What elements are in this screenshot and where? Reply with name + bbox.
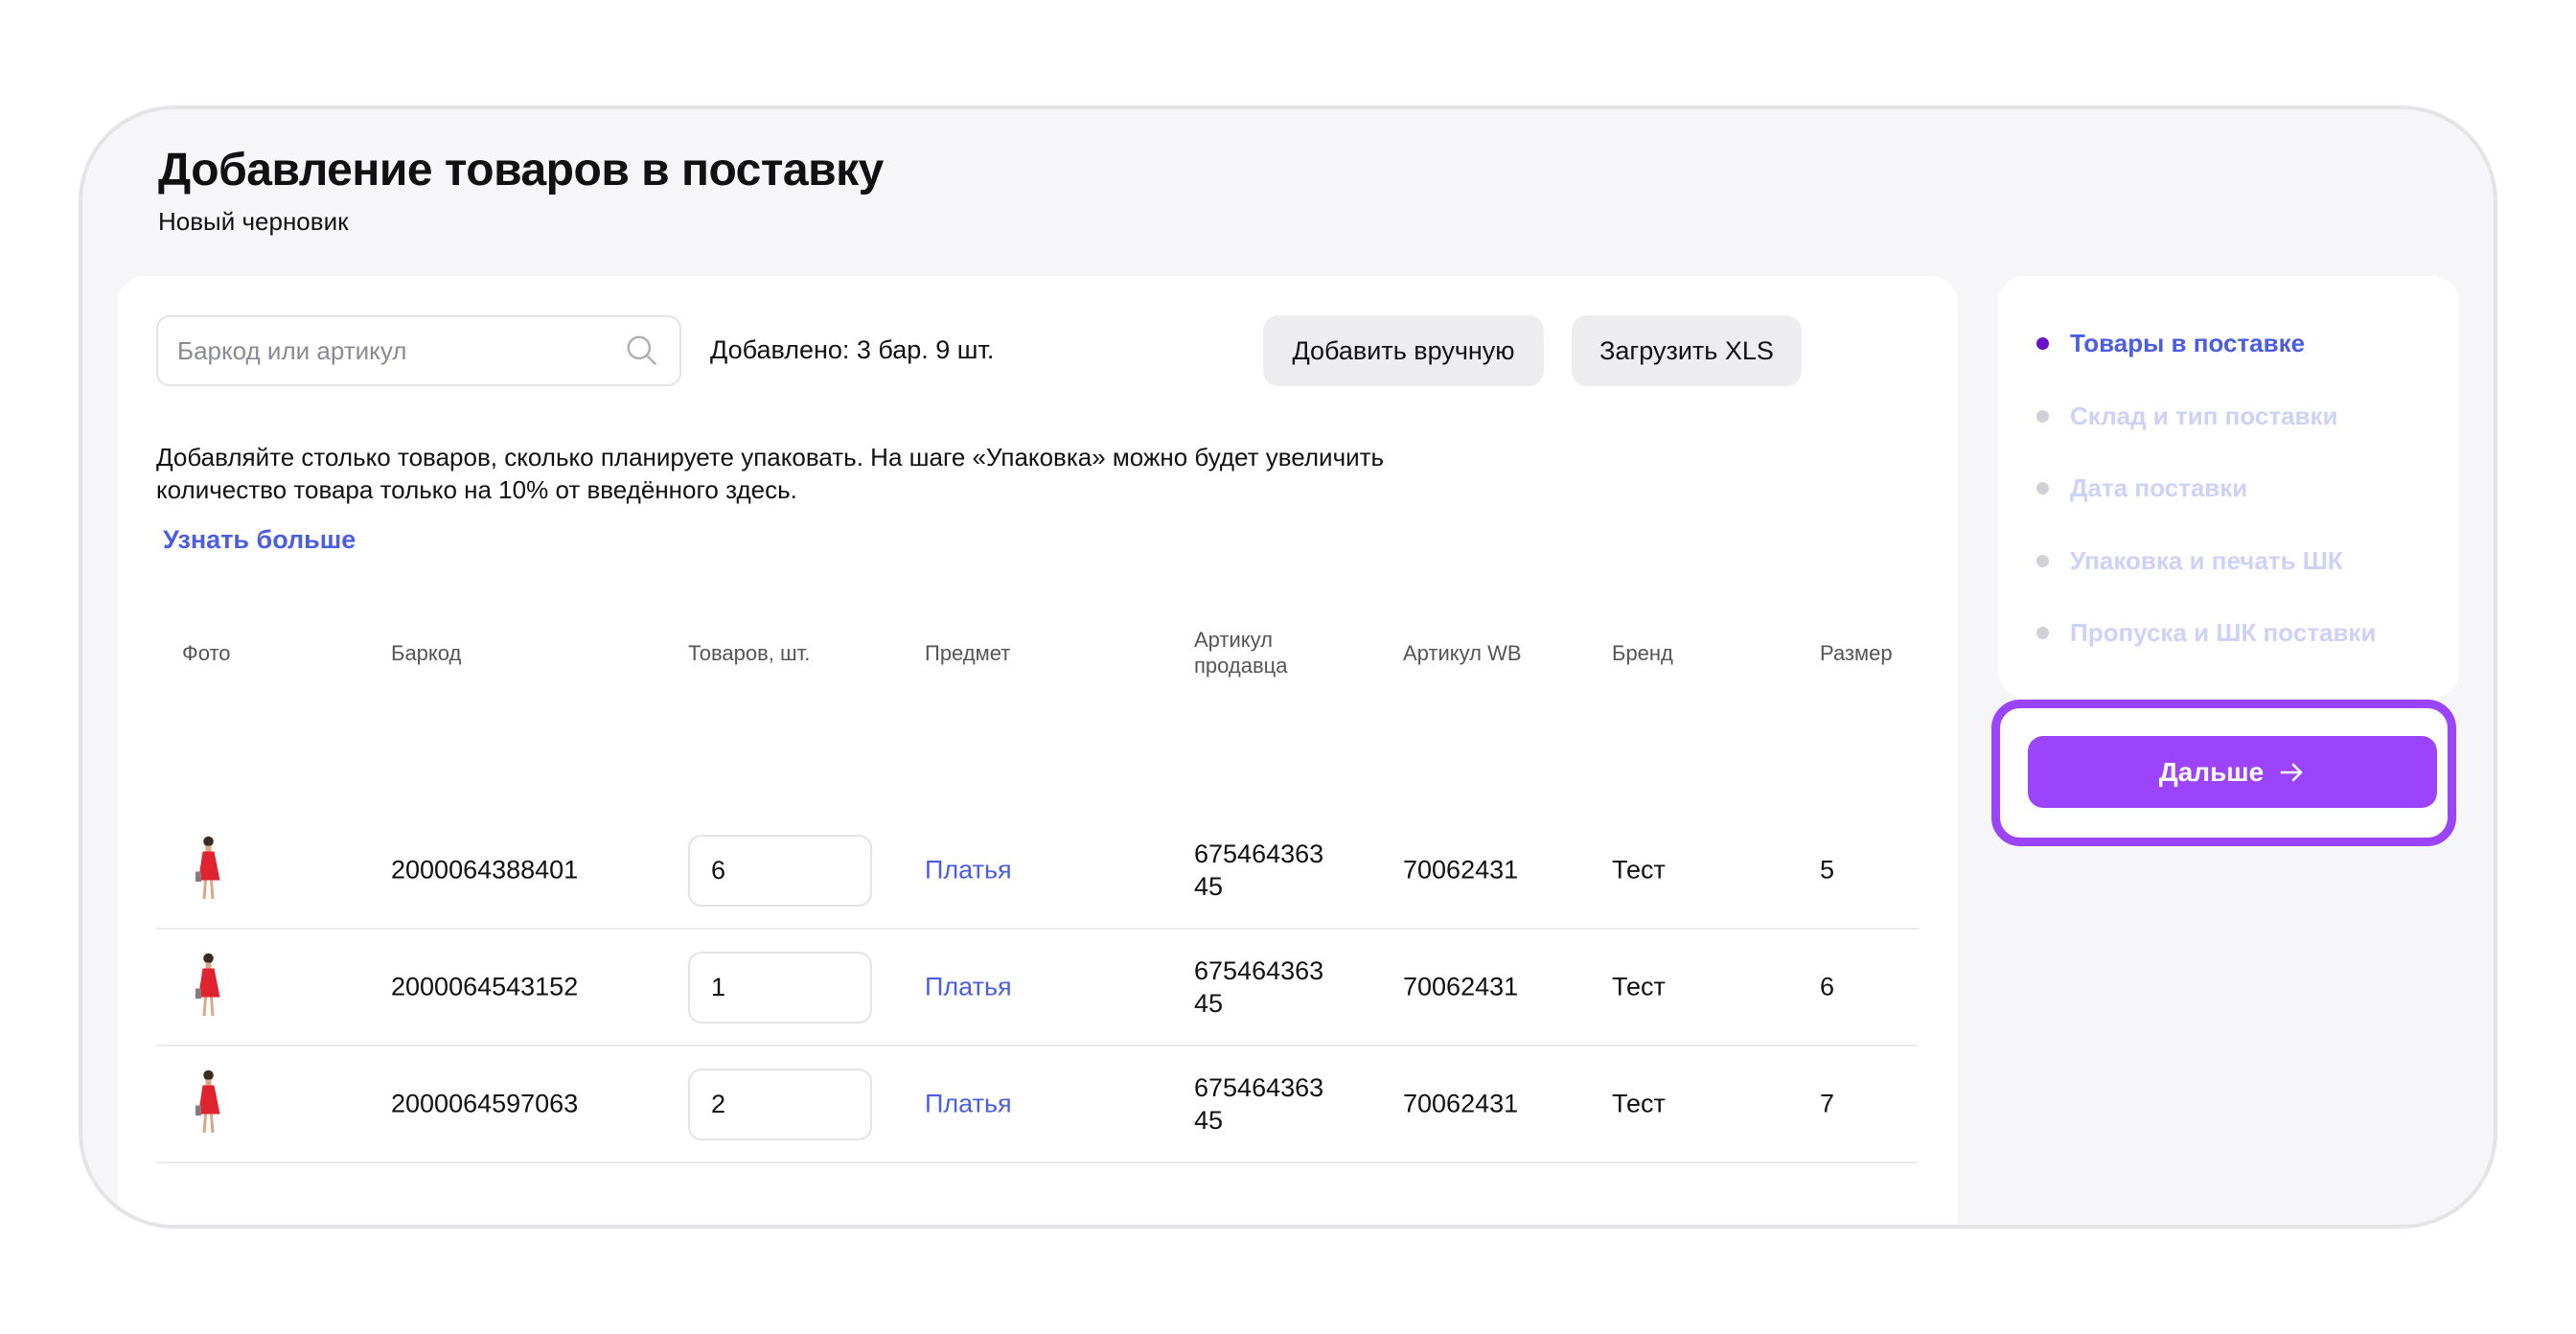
learn-more-link[interactable]: Узнать больше [163,525,356,554]
step-item[interactable]: Дата поставки [2036,473,2248,503]
col-seller-article: Артикул продавца [1194,628,1288,678]
search-input[interactable]: Баркод или артикул [156,315,681,386]
qty-input[interactable]: 2 [688,1069,872,1140]
step-item[interactable]: Склад и тип поставки [2036,401,2338,431]
seller-article: 675464363 45 [1194,840,1324,901]
steps-panel: Товары в поставке Склад и тип поставки Д… [1998,276,2459,698]
subject-link[interactable]: Платья [925,1089,1012,1118]
page-title: Добавление товаров в поставку [158,145,884,196]
barcode: 2000064543152 [391,972,579,1001]
added-count: Добавлено: 3 бар. 9 шт. [710,335,995,364]
search-icon [627,335,657,366]
size: 7 [1820,1089,1835,1118]
col-size: Размер [1820,641,1893,665]
step-dot-icon [2036,554,2049,567]
step-dot-icon [2036,627,2049,639]
col-brand: Бренд [1612,641,1673,665]
col-wb-article: Артикул WB [1403,641,1522,665]
step-label: Дата поставки [2070,473,2248,502]
size: 6 [1820,972,1835,1001]
add-manual-button[interactable]: Добавить вручную [1263,315,1544,386]
info-text: Добавляйте столько товаров, сколько план… [156,443,1385,504]
product-photo [196,953,220,1017]
size: 5 [1820,855,1835,885]
col-barcode: Баркод [391,641,462,665]
brand: Тест [1612,1089,1666,1118]
step-dot-icon [2036,482,2049,494]
wb-article: 70062431 [1403,972,1519,1001]
step-item[interactable]: Упаковка и печать ШК [2036,545,2343,576]
col-qty: Товаров, шт. [688,641,811,665]
page-frame: Добавление товаров в поставку Новый черн… [79,105,2497,1229]
product-photo [196,1070,220,1134]
next-button[interactable]: Дальше [2028,736,2437,808]
page-subtitle: Новый черновик [158,207,349,236]
search-placeholder: Баркод или артикул [177,335,407,365]
qty-input[interactable]: 1 [688,952,872,1024]
brand: Тест [1612,855,1666,885]
brand: Тест [1612,972,1666,1001]
col-photo: Фото [182,641,231,665]
main-card: Баркод или артикул Добавлено: 3 бар. 9 ш… [118,276,1958,1225]
step-label: Склад и тип поставки [2070,401,2338,430]
table-row: 2000064543152 1 Платья 675464363 45 7006… [156,930,1919,1046]
col-subject: Предмет [925,641,1011,665]
arrow-right-icon [2280,762,2303,782]
qty-input[interactable]: 6 [688,835,872,907]
step-label: Упаковка и печать ШК [2070,545,2343,575]
seller-article: 675464363 45 [1194,1073,1324,1135]
next-label: Дальше [2158,756,2265,787]
product-photo [196,836,220,900]
step-dot-icon [2036,409,2049,423]
barcode: 2000064597063 [391,1089,579,1118]
seller-article: 675464363 45 [1194,956,1324,1018]
step-label: Товары в поставке [2070,329,2306,357]
table-row: 2000064388401 6 Платья 675464363 45 7006… [156,813,1919,930]
barcode: 2000064388401 [391,855,579,885]
upload-xls-button[interactable]: Загрузить XLS [1572,315,1802,386]
step-dot-icon [2036,337,2049,350]
subject-link[interactable]: Платья [925,855,1012,885]
wb-article: 70062431 [1403,855,1519,885]
step-item[interactable]: Пропуска и ШК поставки [2036,618,2377,648]
subject-link[interactable]: Платья [925,972,1012,1001]
wb-article: 70062431 [1403,1089,1519,1118]
table-row: 2000064597063 2 Платья 675464363 45 7006… [156,1046,1919,1163]
step-label: Пропуска и ШК поставки [2070,618,2377,647]
step-item[interactable]: Товары в поставке [2036,329,2306,358]
